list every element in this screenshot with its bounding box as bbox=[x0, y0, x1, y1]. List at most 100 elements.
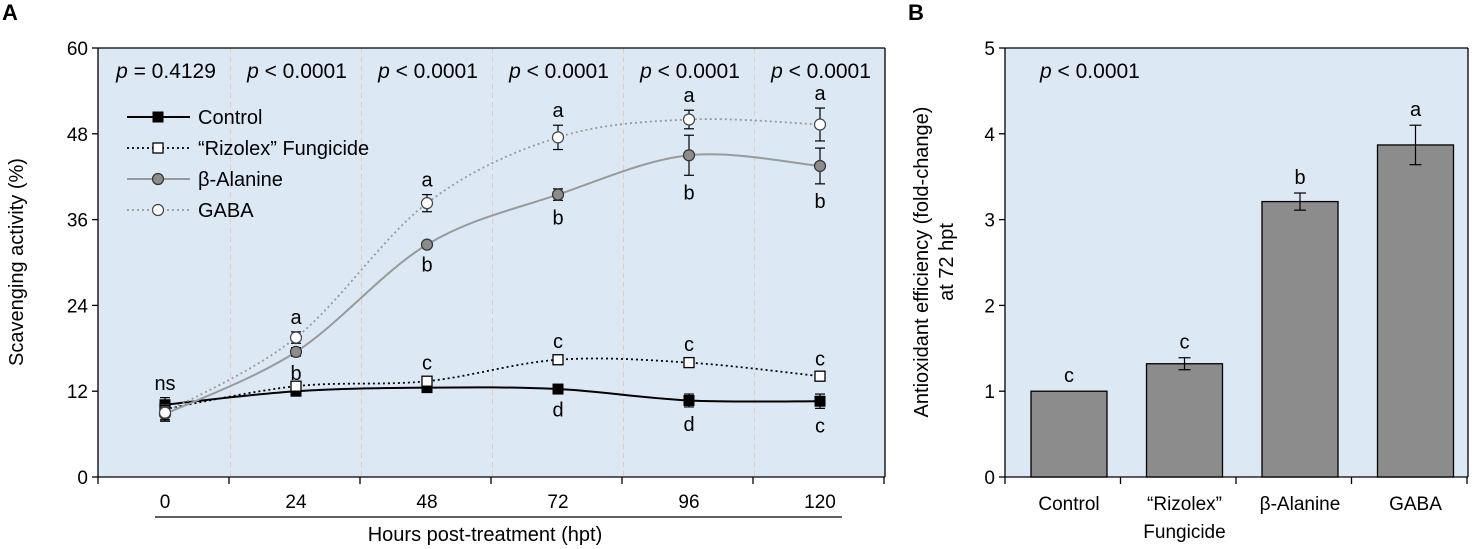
panel-b-x-tick-label: Control bbox=[1038, 494, 1099, 515]
point-alanine bbox=[682, 149, 696, 162]
legend-marker-fungicide bbox=[152, 142, 164, 154]
legend-label-gaba: GABA bbox=[198, 200, 254, 222]
point-alanine bbox=[813, 159, 827, 173]
significance-letter-gaba: a bbox=[552, 100, 564, 122]
panel-a-p-value: p < 0.0001 bbox=[770, 60, 871, 83]
significance-letter-gaba: a bbox=[290, 307, 302, 329]
panel-b-y-tick-label: 5 bbox=[984, 39, 995, 60]
panel-a-y-tick-label: 0 bbox=[77, 468, 88, 489]
point-control bbox=[683, 394, 695, 406]
significance-letter-fungicide: c bbox=[684, 334, 694, 356]
point-gaba bbox=[420, 197, 434, 210]
series-line-gaba bbox=[164, 118, 821, 414]
panel-a-y-ticks: 0 12 24 36 48 60 bbox=[67, 39, 98, 489]
panel-b-chart: 0 1 2 3 4 5 c c b a Control “Rizolex” Fungicide β-A… bbox=[911, 39, 1469, 543]
significance-letter-gaba: a bbox=[814, 83, 826, 105]
bar bbox=[1145, 363, 1224, 478]
panel-b-x-tick-label: β-Alanine bbox=[1260, 494, 1341, 515]
bar-significance-letter: a bbox=[1410, 99, 1422, 121]
point-gaba bbox=[289, 331, 303, 344]
panel-b-y-tick-label: 2 bbox=[984, 296, 995, 317]
point-fungicide bbox=[421, 375, 433, 387]
panel-a-significance-letters: d d c c c c c b b b b b a a a a a bbox=[290, 83, 826, 437]
panel-a-y-tick-label: 12 bbox=[67, 382, 88, 403]
legend-label-fungicide: “Rizolex” Fungicide bbox=[198, 138, 369, 160]
point-fungicide bbox=[683, 356, 695, 369]
panel-b-bars: c c b a bbox=[1030, 99, 1455, 478]
panel-a-y-tick-label: 36 bbox=[67, 211, 88, 232]
significance-letter-control: d bbox=[552, 400, 563, 422]
panel-b-x-tick-label: “Rizolex” bbox=[1147, 494, 1222, 515]
panel-b-p-value-text: p < 0.0001 bbox=[1039, 60, 1140, 83]
significance-letter-alanine: b bbox=[552, 207, 563, 229]
panel-a-x-tick-label: 24 bbox=[285, 492, 307, 513]
panel-b-y-ticks: 0 1 2 3 4 5 bbox=[984, 39, 1005, 489]
series-line-fungicide bbox=[164, 357, 821, 410]
panel-a-y-tick-label: 60 bbox=[67, 39, 88, 60]
significance-letter-fungicide: c bbox=[422, 353, 432, 375]
panel-b-y-tick-label: 0 bbox=[984, 468, 995, 489]
panel-a-p-value: p < 0.0001 bbox=[377, 60, 478, 83]
panel-a-x-tick-label: 48 bbox=[416, 492, 437, 513]
panel-b-x-tick-label-line2: Fungicide bbox=[1143, 522, 1225, 543]
point-control bbox=[814, 395, 826, 407]
panel-a-x-ticks: 0 24 48 72 96 120 bbox=[97, 477, 885, 513]
series-line-control bbox=[164, 386, 821, 406]
panel-a-plot-area bbox=[98, 48, 885, 477]
point-control bbox=[552, 383, 564, 395]
point-fungicide bbox=[552, 354, 564, 366]
panel-a-x-tick-label: 0 bbox=[160, 492, 171, 513]
panel-a-p-value: p = 0.4129 bbox=[115, 60, 216, 83]
panel-a-x-tick-label: 96 bbox=[678, 492, 699, 513]
panel-b-x-ticks: Control “Rizolex” Fungicide β-Alanine GABA bbox=[1004, 477, 1468, 543]
point-fungicide bbox=[814, 370, 826, 382]
panel-a-y-axis-label: Scavenging activity (%) bbox=[6, 158, 28, 366]
panel-a-series bbox=[158, 107, 827, 422]
bar-significance-letter: c bbox=[1064, 365, 1074, 387]
panel-a-letter: A bbox=[2, 0, 18, 25]
panel-b-x-tick-label: GABA bbox=[1389, 494, 1442, 515]
panel-b-letter: B bbox=[908, 0, 924, 25]
significance-letter-alanine: b bbox=[421, 254, 432, 276]
legend-label-alanine: β-Alanine bbox=[198, 169, 283, 191]
point-alanine bbox=[420, 238, 434, 251]
panel-a-ns-annotation: ns bbox=[154, 373, 175, 395]
panel-a-p-value: p < 0.0001 bbox=[246, 60, 347, 83]
panel-b-y-tick-label: 3 bbox=[984, 211, 995, 232]
panel-a-legend: Control “Rizolex” Fungicide β-Alanine GABA bbox=[127, 107, 369, 222]
bar bbox=[1261, 200, 1339, 478]
panel-a-p-values: p = 0.4129 p < 0.0001 p < 0.0001 p < 0.0001… bbox=[115, 60, 871, 83]
significance-letter-fungicide: c bbox=[815, 348, 825, 370]
panel-b-y-axis-label-line2: at 72 hpt bbox=[936, 223, 958, 301]
legend-marker-alanine bbox=[151, 172, 165, 186]
legend-label-control: Control bbox=[198, 107, 262, 129]
point-alanine bbox=[289, 345, 303, 358]
significance-letter-alanine: b bbox=[814, 191, 825, 213]
panel-b-y-tick-label: 1 bbox=[984, 382, 995, 403]
panel-b-y-tick-label: 4 bbox=[984, 125, 995, 146]
panel-a-p-value: p < 0.0001 bbox=[508, 60, 609, 83]
series-line-alanine bbox=[164, 153, 821, 415]
point-gaba bbox=[551, 131, 565, 144]
panel-a-chart: 0 12 24 36 48 60 0 24 48 72 96 120 p = 0.4129 p < 0… bbox=[6, 39, 886, 546]
significance-letter-fungicide: c bbox=[553, 331, 563, 353]
point-fungicide bbox=[290, 380, 302, 392]
significance-letter-gaba: a bbox=[683, 85, 695, 107]
panel-b-p-value: p < 0.0001 bbox=[1039, 60, 1140, 83]
bar bbox=[1030, 390, 1108, 478]
panel-a-y-tick-label: 48 bbox=[67, 125, 88, 146]
legend-marker-control bbox=[152, 111, 164, 123]
significance-letter-alanine: b bbox=[683, 182, 694, 204]
point-gaba bbox=[158, 406, 172, 419]
panel-a-x-tick-label: 120 bbox=[804, 492, 836, 513]
panel-b-y-axis-label-line1: Antioxidant efficiency (fold-change) bbox=[911, 107, 933, 418]
bar-significance-letter: b bbox=[1294, 167, 1305, 189]
significance-letter-control: c bbox=[815, 415, 825, 437]
legend-marker-gaba bbox=[151, 203, 165, 217]
significance-letter-alanine: b bbox=[290, 363, 301, 385]
series-gaba bbox=[158, 107, 827, 421]
bar-significance-letter: c bbox=[1180, 332, 1190, 354]
panel-a-y-tick-label: 24 bbox=[67, 296, 89, 317]
panel-a-x-tick-label: 72 bbox=[547, 492, 568, 513]
